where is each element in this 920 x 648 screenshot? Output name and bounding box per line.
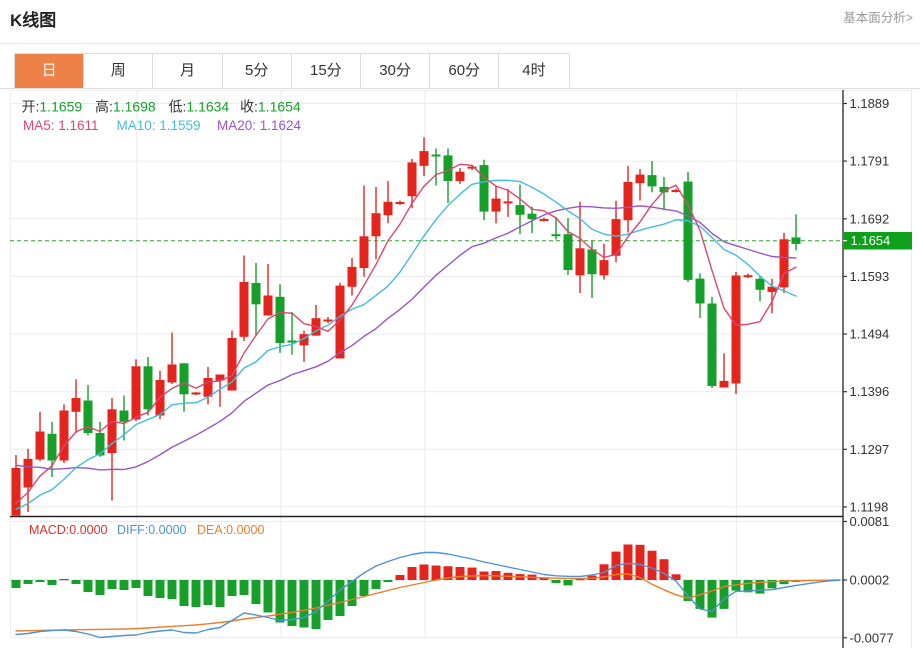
svg-text:0.0081: 0.0081 [850,514,890,529]
svg-text:1.1593: 1.1593 [850,269,890,284]
svg-text:-0.0077: -0.0077 [850,630,894,645]
svg-text:1.1396: 1.1396 [850,384,890,399]
svg-text:MACD:0.0000: MACD:0.0000 [29,523,108,537]
svg-text:MA20: 1.1624: MA20: 1.1624 [217,118,302,133]
svg-text:0.0002: 0.0002 [850,573,890,588]
svg-text:1.1692: 1.1692 [850,211,890,226]
svg-text:1.1198: 1.1198 [850,499,889,514]
svg-text:1.1297: 1.1297 [850,442,890,457]
svg-text:DIFF:0.0000: DIFF:0.0000 [117,523,187,537]
svg-text:MA10: 1.1559: MA10: 1.1559 [117,118,201,133]
svg-text:DEA:0.0000: DEA:0.0000 [197,523,264,537]
svg-text:低:1.1634: 低:1.1634 [169,99,230,115]
svg-text:高:1.1698: 高:1.1698 [95,99,156,115]
svg-text:MA5: 1.1611: MA5: 1.1611 [23,118,99,133]
svg-text:1.1654: 1.1654 [851,233,891,248]
svg-text:收:1.1654: 收:1.1654 [240,99,301,115]
svg-text:1.1889: 1.1889 [850,96,890,111]
svg-text:1.1494: 1.1494 [850,327,890,342]
svg-text:1.1791: 1.1791 [850,154,890,169]
svg-text:开:1.1659: 开:1.1659 [22,99,83,115]
